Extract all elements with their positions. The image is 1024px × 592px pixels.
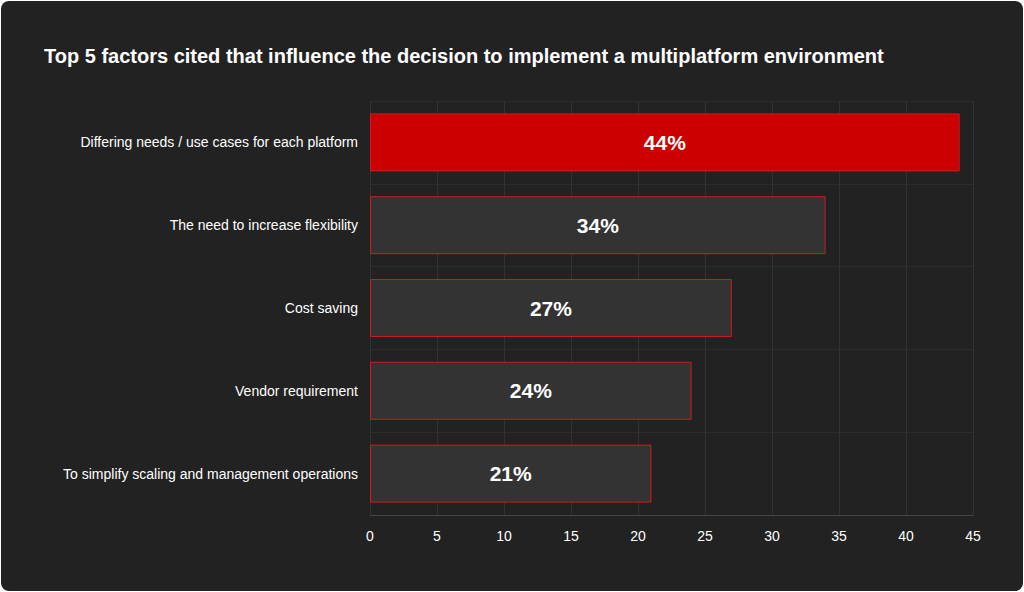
svg-text:25: 25 (697, 528, 713, 544)
svg-text:20: 20 (630, 528, 646, 544)
svg-text:35: 35 (831, 528, 847, 544)
svg-text:Differing needs / use cases fo: Differing needs / use cases for each pla… (80, 134, 358, 150)
svg-text:40: 40 (898, 528, 914, 544)
svg-text:45: 45 (965, 528, 981, 544)
svg-text:The need to increase flexibili: The need to increase flexibility (170, 217, 358, 233)
svg-text:24%: 24% (510, 379, 552, 402)
svg-text:Top 5 factors cited that influ: Top 5 factors cited that influence the d… (44, 45, 884, 67)
svg-text:34%: 34% (577, 214, 619, 237)
svg-text:44%: 44% (644, 131, 686, 154)
svg-text:10: 10 (496, 528, 512, 544)
svg-text:Cost saving: Cost saving (285, 300, 358, 316)
svg-text:21%: 21% (490, 462, 532, 485)
svg-text:0: 0 (366, 528, 374, 544)
svg-text:Vendor requirement: Vendor requirement (235, 383, 358, 399)
svg-text:30: 30 (764, 528, 780, 544)
svg-text:15: 15 (563, 528, 579, 544)
svg-text:5: 5 (433, 528, 441, 544)
svg-text:27%: 27% (530, 297, 572, 320)
svg-text:To simplify scaling and manage: To simplify scaling and management opera… (63, 466, 358, 482)
